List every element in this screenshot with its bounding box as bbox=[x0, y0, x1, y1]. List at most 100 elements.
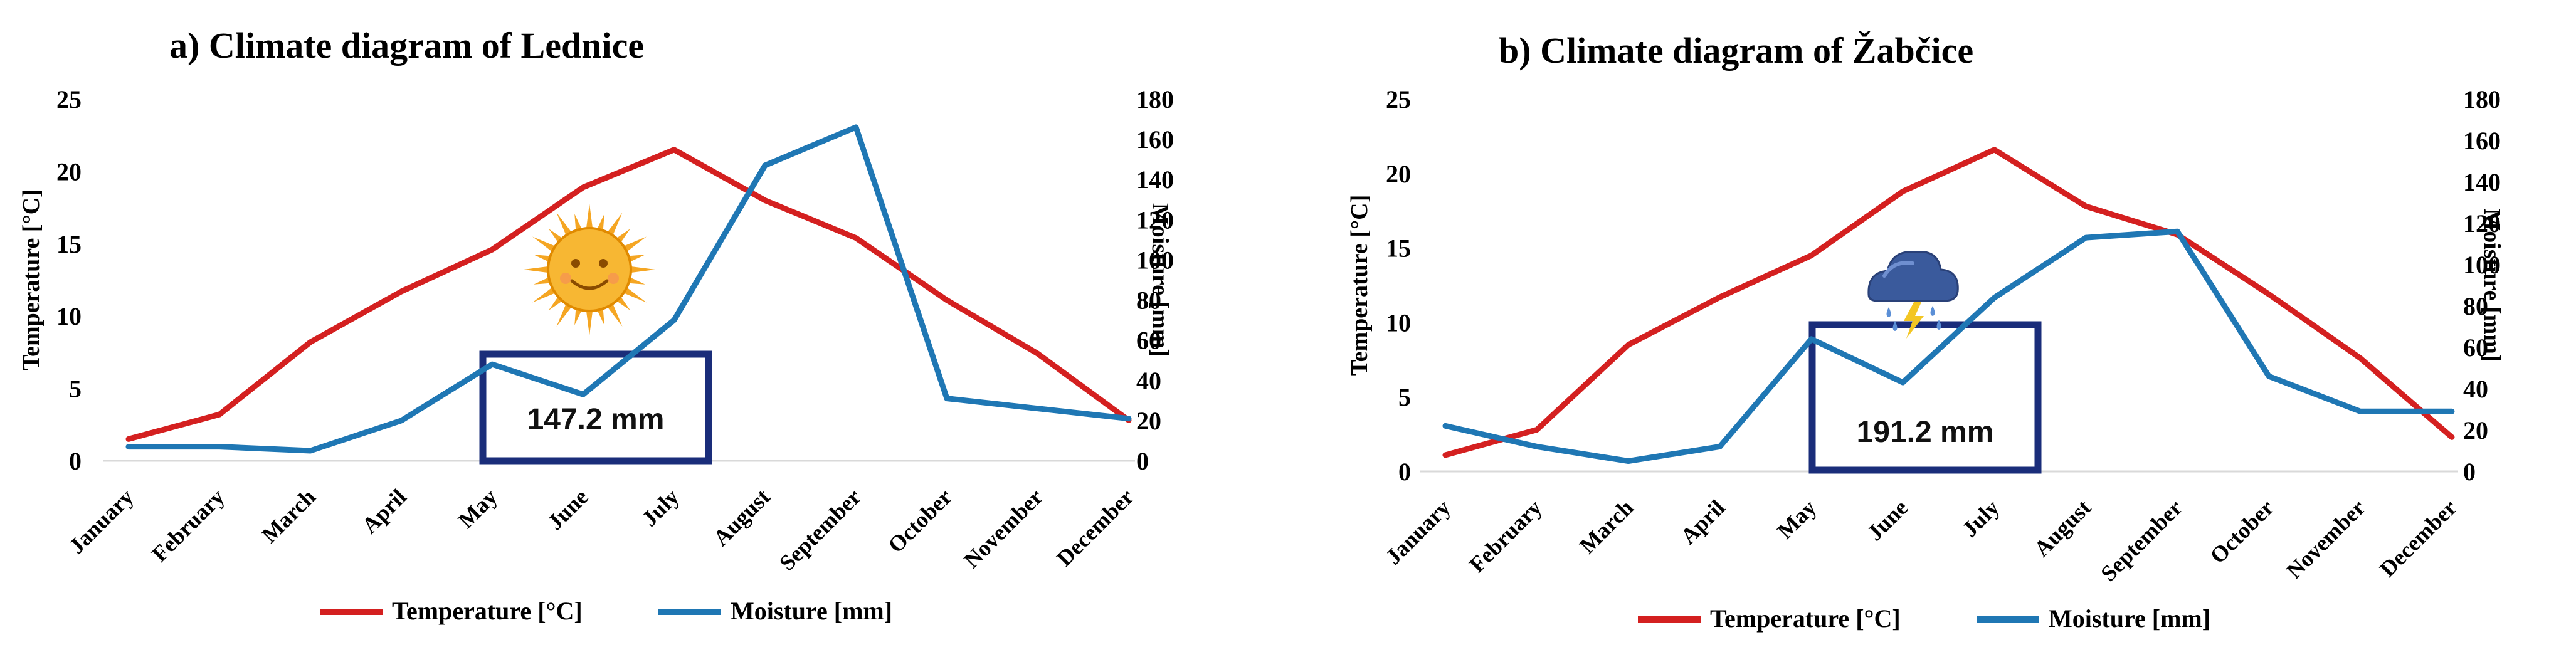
moisture-point-june bbox=[581, 392, 586, 397]
x-tick-label: March bbox=[256, 484, 320, 547]
rain-drop bbox=[1886, 307, 1891, 317]
temperature-point-october bbox=[944, 297, 949, 303]
y-axis-label-left: Temperature [°C] bbox=[18, 189, 45, 370]
moisture-point-august bbox=[2083, 235, 2089, 241]
x-tick-label: July bbox=[637, 484, 684, 531]
y-tick-label-left: 5 bbox=[1398, 383, 1411, 411]
sun-ray bbox=[524, 266, 551, 273]
y-tick-label-left: 0 bbox=[1398, 458, 1411, 486]
x-tick-label: October bbox=[2205, 495, 2278, 568]
y-tick-label-left: 10 bbox=[1386, 308, 1411, 337]
y-tick-label-left: 15 bbox=[1386, 234, 1411, 263]
temperature-point-january bbox=[1443, 452, 1448, 458]
y-tick-label-right: 40 bbox=[2463, 375, 2488, 403]
x-tick-label: March bbox=[1575, 495, 1638, 558]
cloud-highlight bbox=[1882, 261, 1914, 278]
storm-cloud-icon bbox=[1867, 251, 1959, 339]
chart-title: a) Climate diagram of Lednice bbox=[169, 25, 644, 66]
legend-label-moisture: Moisture [mm] bbox=[731, 597, 892, 625]
moisture-point-september bbox=[2175, 229, 2180, 234]
moisture-point-june bbox=[1900, 380, 1906, 386]
moisture-point-march bbox=[308, 448, 313, 453]
sun-ray bbox=[586, 204, 593, 231]
sun-icon bbox=[524, 204, 655, 335]
sun-cheek bbox=[608, 273, 619, 284]
temperature-point-july bbox=[672, 147, 677, 152]
sun-ray bbox=[621, 236, 647, 253]
x-tick-label: May bbox=[453, 484, 502, 533]
moisture-point-april bbox=[399, 418, 404, 423]
sun-ray bbox=[556, 301, 573, 327]
temperature-point-may bbox=[490, 247, 495, 253]
sun-ray bbox=[556, 213, 573, 238]
y-tick-label-right: 120 bbox=[1136, 206, 1174, 234]
moisture-point-october bbox=[944, 396, 949, 401]
y-tick-label-left: 10 bbox=[56, 302, 82, 330]
moisture-point-august bbox=[763, 162, 768, 168]
temperature-point-may bbox=[1808, 253, 1814, 258]
temperature-point-august bbox=[2083, 204, 2089, 209]
y-tick-label-right: 180 bbox=[1136, 85, 1174, 113]
y-tick-label-left: 25 bbox=[1386, 85, 1411, 113]
legend-label-temperature: Temperature [°C] bbox=[1710, 604, 1901, 633]
sun-ray bbox=[628, 266, 655, 273]
x-tick-label: May bbox=[1773, 495, 1822, 544]
moisture-point-january bbox=[1443, 423, 1448, 429]
sun-eye bbox=[599, 259, 608, 268]
sun-ray bbox=[586, 308, 593, 335]
temperature-point-march bbox=[1625, 342, 1631, 348]
y-tick-label-right: 160 bbox=[1136, 125, 1174, 154]
sun-ray bbox=[606, 301, 623, 327]
legend-label-moisture: Moisture [mm] bbox=[2049, 604, 2210, 633]
y-tick-label-right: 100 bbox=[2463, 251, 2501, 279]
x-tick-label: October bbox=[883, 484, 956, 557]
x-tick-label: February bbox=[147, 484, 229, 566]
x-tick-label: June bbox=[542, 484, 593, 535]
sun-cheek bbox=[560, 273, 571, 284]
y-axis-label-right: Moisture [mm] bbox=[2479, 208, 2505, 362]
y-tick-label-right: 120 bbox=[2463, 209, 2501, 238]
x-tick-label: November bbox=[2281, 495, 2370, 583]
chart-panel-a: a) Climate diagram of Lednice 0 5 10 15 20 25 0… bbox=[18, 25, 1174, 625]
moisture-point-february bbox=[1534, 444, 1539, 449]
rain-drop bbox=[1892, 321, 1898, 331]
x-tick-label: April bbox=[1676, 495, 1729, 549]
temperature-point-november bbox=[1035, 351, 1040, 357]
x-tick-label: December bbox=[2375, 495, 2462, 582]
temperature-point-april bbox=[1717, 295, 1723, 300]
y-tick-label-right: 180 bbox=[2463, 85, 2501, 113]
legend: Temperature [°C] Moisture [mm] bbox=[1638, 604, 2210, 633]
lightning-bolt bbox=[1904, 302, 1924, 339]
temperature-line bbox=[125, 147, 1132, 442]
sun-ray bbox=[532, 236, 558, 253]
temperature-point-july bbox=[1992, 147, 1997, 152]
cloud-shape bbox=[1867, 251, 1959, 302]
annotation-text: 191.2 mm bbox=[1857, 416, 1994, 449]
sun-eye bbox=[571, 259, 580, 268]
annotation-box bbox=[479, 350, 712, 465]
x-tick-label: December bbox=[1052, 484, 1139, 571]
temperature-point-march bbox=[308, 339, 313, 345]
x-tick-label: September bbox=[2096, 495, 2187, 586]
y-tick-label-left: 5 bbox=[69, 375, 82, 403]
moisture-point-april bbox=[1717, 444, 1723, 449]
y-tick-label-right: 20 bbox=[2463, 416, 2488, 444]
y-tick-label-left: 25 bbox=[56, 85, 82, 113]
x-tick-label: January bbox=[64, 484, 139, 559]
temperature-point-february bbox=[1534, 427, 1539, 433]
moisture-point-july bbox=[1992, 295, 1997, 300]
x-tick-label: April bbox=[357, 484, 411, 538]
y-tick-label-right: 40 bbox=[1136, 367, 1161, 395]
temperature-point-february bbox=[217, 412, 222, 418]
legend-label-temperature: Temperature [°C] bbox=[392, 597, 583, 625]
moisture-point-january bbox=[126, 444, 131, 449]
temperature-point-november bbox=[2358, 355, 2363, 361]
moisture-point-december bbox=[2449, 409, 2454, 414]
x-tick-label: January bbox=[1381, 495, 1455, 569]
moisture-point-may bbox=[1808, 336, 1814, 342]
temperature-point-august bbox=[763, 197, 768, 203]
rain-drop bbox=[1936, 320, 1941, 330]
rain-drop bbox=[1930, 306, 1935, 316]
x-tick-label: July bbox=[1957, 495, 2004, 542]
